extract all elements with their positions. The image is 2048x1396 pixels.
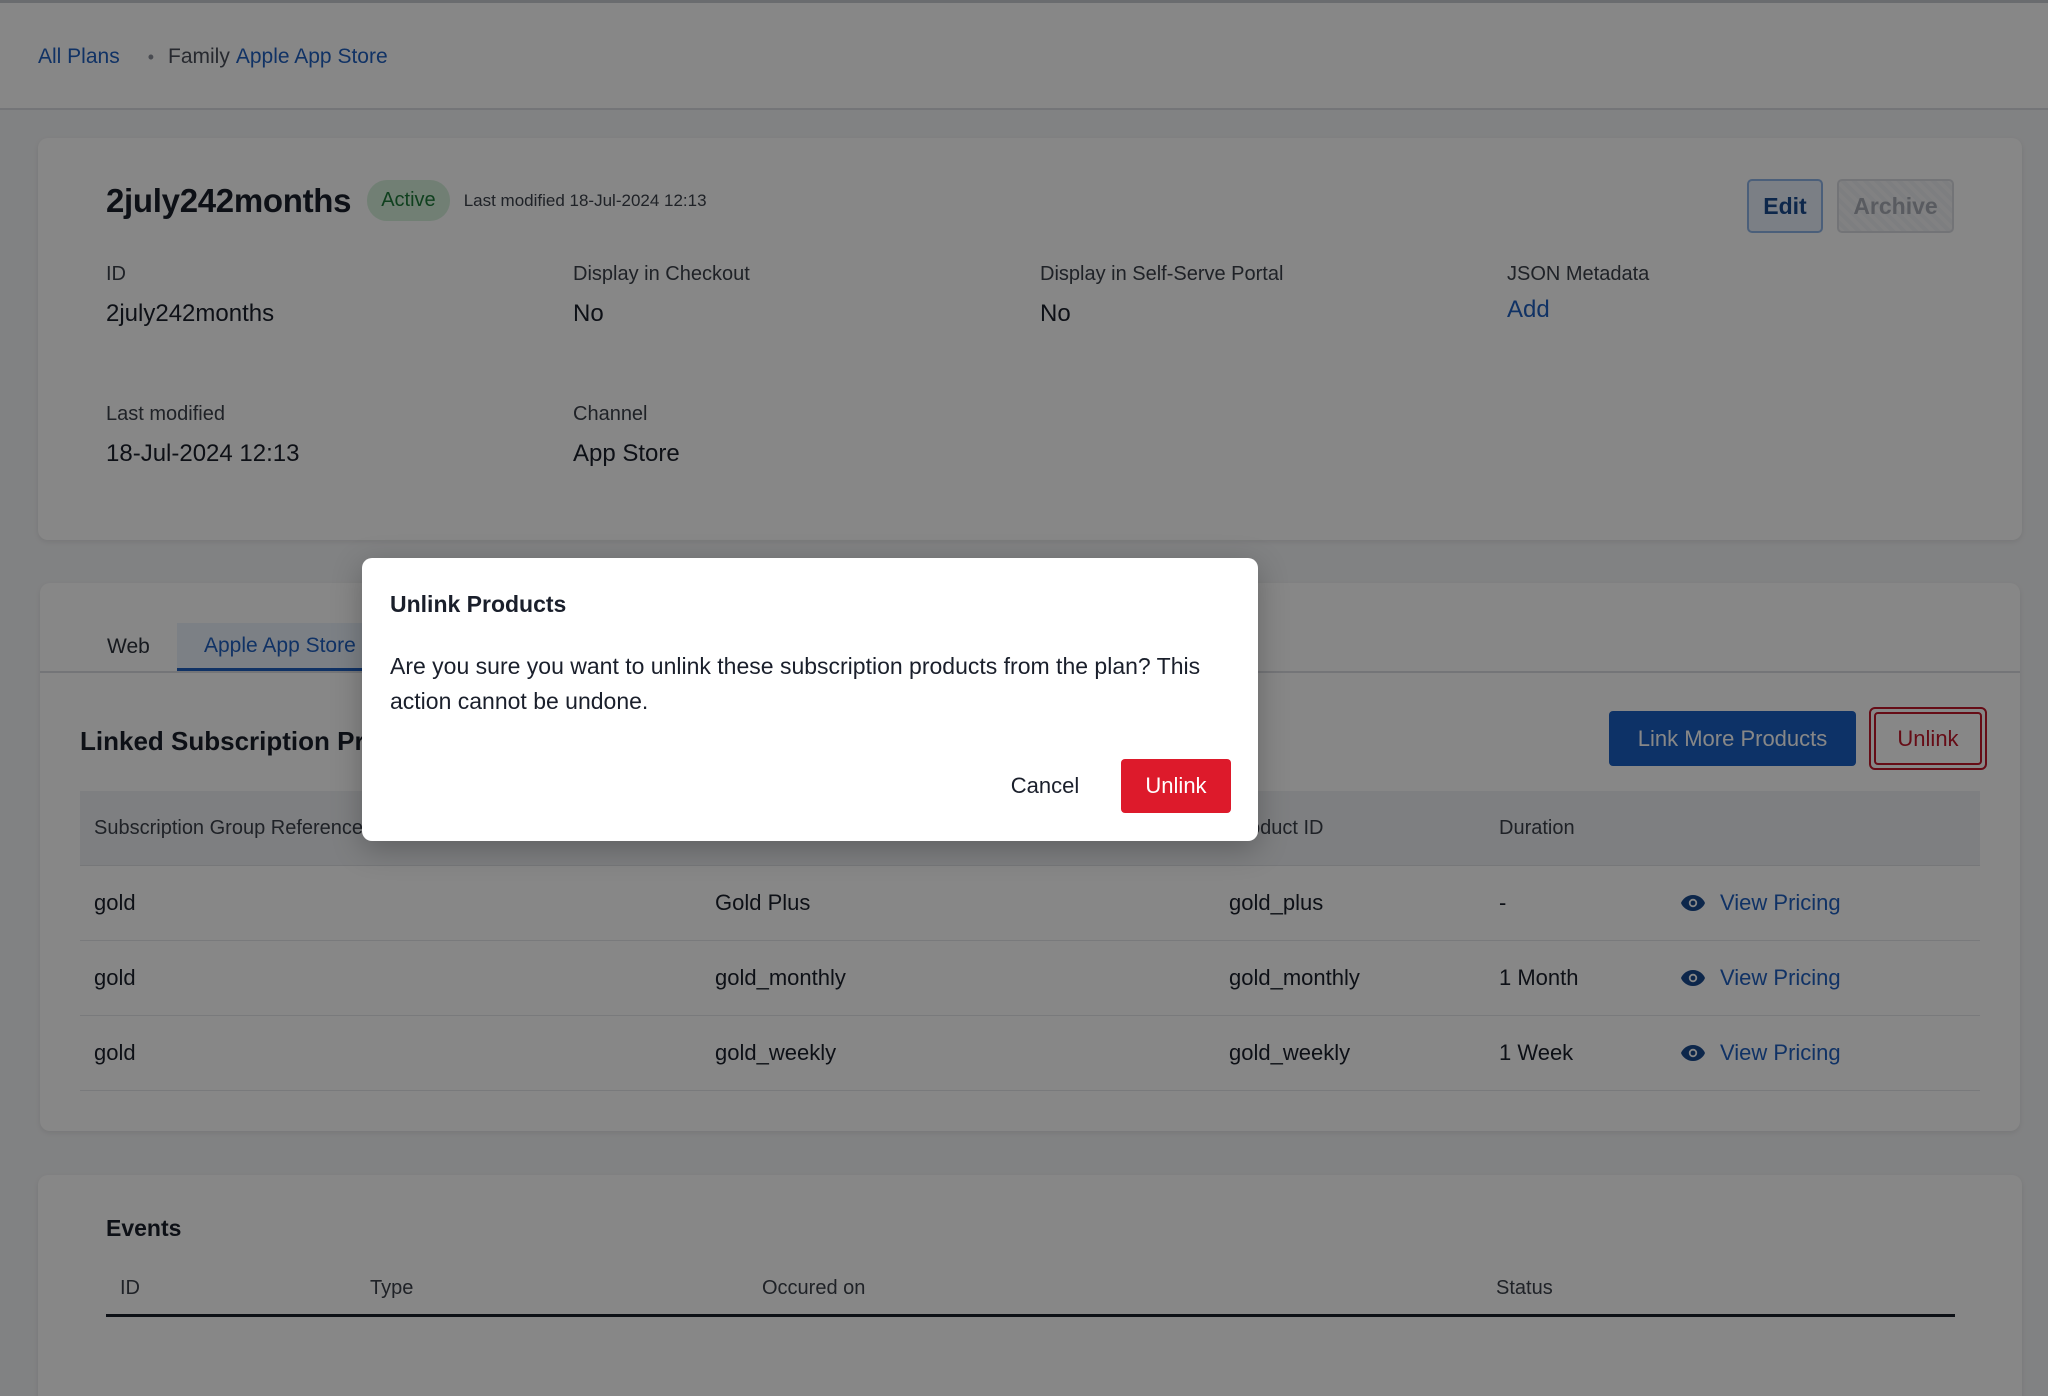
edit-button[interactable]: Edit (1747, 179, 1823, 233)
view-pricing-label: View Pricing (1720, 965, 1841, 990)
row-duration: - (1499, 890, 1507, 915)
row-product-id: gold_monthly (1229, 965, 1360, 990)
events-column-id: ID (120, 1277, 140, 1299)
archive-button[interactable]: Archive (1837, 179, 1954, 233)
dialog-title: Unlink Products (390, 591, 567, 617)
field-json-metadata: JSON Metadata Add (1507, 263, 1649, 324)
field-last-modified-value: 18-Jul-2024 12:13 (106, 440, 300, 467)
plan-header: 2july242months Active Last modified 18-J… (106, 180, 707, 221)
row-duration: 1 Week (1499, 1040, 1574, 1065)
row-name: gold_weekly (715, 1040, 837, 1065)
events-card: Events ID Type Occured on Status (38, 1175, 2022, 1396)
eye-icon (1681, 1045, 1705, 1061)
field-channel-value: App Store (573, 440, 680, 467)
field-display-checkout-label: Display in Checkout (573, 263, 750, 285)
eye-icon (1681, 895, 1705, 911)
plan-details-card: 2july242months Active Last modified 18-J… (38, 138, 2022, 540)
breadcrumb-separator: • (147, 46, 155, 67)
field-channel-label: Channel (573, 403, 648, 425)
view-pricing-link[interactable]: View Pricing (1680, 1016, 1841, 1090)
column-header-duration: Duration (1499, 816, 1575, 839)
row-name: gold_monthly (715, 965, 846, 990)
field-display-portal-value: No (1040, 300, 1071, 327)
field-display-portal: Display in Self-Serve Portal No (1040, 263, 1283, 328)
field-id: ID 2july242months (106, 263, 274, 328)
cancel-button[interactable]: Cancel (1010, 773, 1080, 798)
top-bar: All Plans • Family Apple App Store (0, 0, 2048, 110)
table-row: gold gold_weekly gold_weekly 1 Week View… (80, 1016, 1980, 1091)
tab-web[interactable]: Web (107, 635, 150, 658)
row-product-id: gold_plus (1229, 890, 1324, 915)
row-duration: 1 Month (1499, 965, 1579, 990)
field-id-value: 2july242months (106, 300, 275, 327)
row-group: gold (94, 1040, 136, 1065)
events-title: Events (106, 1215, 182, 1241)
events-column-type: Type (370, 1277, 414, 1299)
unlink-products-dialog: Unlink Products Are you sure you want to… (362, 558, 1258, 841)
events-table-header: ID Type Occured on Status (106, 1263, 1955, 1317)
row-product-id: gold_weekly (1229, 1040, 1351, 1065)
view-pricing-label: View Pricing (1720, 890, 1841, 915)
breadcrumb: All Plans • Family Apple App Store (38, 45, 388, 69)
eye-icon (1681, 970, 1705, 986)
events-column-status: Status (1496, 1277, 1553, 1299)
tab-apple-app-store[interactable]: Apple App Store (177, 623, 373, 671)
field-last-modified-label: Last modified (106, 403, 225, 425)
row-name: Gold Plus (715, 890, 811, 915)
last-modified-note: Last modified 18-Jul-2024 12:13 (463, 190, 707, 210)
table-row: gold gold_monthly gold_monthly 1 Month V… (80, 941, 1980, 1016)
link-more-products-button[interactable]: Link More Products (1609, 711, 1856, 766)
field-channel: Channel App Store (573, 403, 680, 468)
view-pricing-link[interactable]: View Pricing (1680, 866, 1841, 940)
json-metadata-add-link[interactable]: Add (1507, 296, 1550, 323)
breadcrumb-family-label: Family (168, 45, 230, 68)
view-pricing-link[interactable]: View Pricing (1680, 941, 1841, 1015)
field-last-modified: Last modified 18-Jul-2024 12:13 (106, 403, 299, 468)
unlink-button[interactable]: Unlink (1869, 707, 1987, 770)
unlink-button-label: Unlink (1874, 712, 1982, 765)
breadcrumb-all-plans-link[interactable]: All Plans (38, 45, 120, 68)
row-group: gold (94, 890, 136, 915)
breadcrumb-family-link[interactable]: Apple App Store (235, 45, 388, 68)
status-badge: Active (367, 180, 450, 221)
dialog-message: Are you sure you want to unlink these su… (390, 653, 1201, 714)
row-group: gold (94, 965, 136, 990)
field-display-checkout-value: No (573, 300, 604, 327)
field-display-checkout: Display in Checkout No (573, 263, 750, 328)
view-pricing-label: View Pricing (1720, 1040, 1841, 1065)
column-header-group: Subscription Group Reference (94, 816, 364, 839)
field-json-metadata-label: JSON Metadata (1507, 263, 1650, 285)
confirm-unlink-button[interactable]: Unlink (1121, 759, 1231, 813)
field-display-portal-label: Display in Self-Serve Portal (1040, 263, 1284, 285)
plan-title: 2july242months (106, 181, 352, 219)
events-column-occured-on: Occured on (762, 1277, 866, 1299)
field-id-label: ID (106, 263, 126, 285)
table-row: gold Gold Plus gold_plus - View Pricing (80, 866, 1980, 941)
